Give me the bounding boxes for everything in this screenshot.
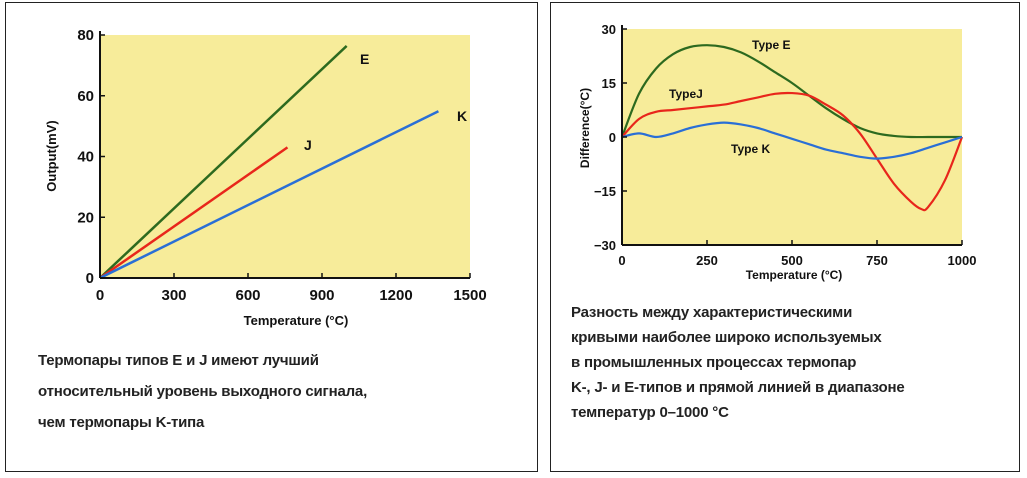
series-label-type-k: Type K <box>731 142 770 156</box>
x-tick-label: 600 <box>235 287 260 304</box>
x-tick-label: 750 <box>866 253 888 268</box>
caption-line: Термопары типов E и J имеют лучший <box>38 352 319 369</box>
x-tick-label: 500 <box>781 253 803 268</box>
series-line-j <box>99 146 289 280</box>
series-label-j: J <box>304 137 312 153</box>
series-line-type-e <box>620 44 962 139</box>
caption-line: температур 0–1000 °C <box>571 404 729 421</box>
series-line-e <box>99 45 348 279</box>
x-tick-label: 250 <box>696 253 718 268</box>
x-tick-label: 300 <box>161 287 186 304</box>
series-line-k <box>99 110 439 280</box>
series-group <box>620 44 964 212</box>
y-tick-label: 0 <box>609 130 616 145</box>
plot-area <box>100 35 470 278</box>
series-label-k: K <box>457 108 467 124</box>
y-tick-label: −15 <box>594 184 616 199</box>
y-tick-label: 30 <box>602 22 616 37</box>
x-tick-label: 1500 <box>453 287 486 304</box>
axes-group: 0 300 600 900 1200 1500 0 20 40 60 80 <box>77 27 486 304</box>
series-group <box>99 45 439 280</box>
y-tick-label: −30 <box>594 238 616 253</box>
series-label-type-e: Type E <box>752 38 790 52</box>
caption-line: Разность между характеристическими <box>571 304 853 321</box>
y-tick-label: 15 <box>602 76 616 91</box>
series-line-type-k <box>621 121 963 160</box>
caption-line: кривыми наиболее широко используемых <box>571 329 882 346</box>
y-tick-label: 80 <box>77 27 94 44</box>
y-axis-label: Output(mV) <box>44 120 59 191</box>
left-caption: Термопары типов E и J имеют лучший относ… <box>38 345 367 438</box>
series-line-typej <box>621 91 964 212</box>
x-axis-label: Temperature (°C) <box>746 268 843 282</box>
caption-line: K-, J- и E-типов и прямой линией в диапа… <box>571 379 905 396</box>
caption-line: чем термопары K-типа <box>38 414 205 431</box>
series-label-e: E <box>360 51 369 67</box>
x-tick-label: 1000 <box>948 253 977 268</box>
left-chart-panel: 0 300 600 900 1200 1500 0 20 40 60 80 E J K Temper… <box>5 2 538 472</box>
output-voltage-chart: 0 300 600 900 1200 1500 0 20 40 60 80 E J K Temper… <box>44 27 487 328</box>
x-tick-label: 900 <box>309 287 334 304</box>
y-tick-label: 60 <box>77 88 94 105</box>
y-tick-label: 0 <box>86 270 94 287</box>
x-tick-label: 0 <box>96 287 104 304</box>
series-label-type-j: TypeJ <box>669 87 703 101</box>
y-axis-label: Difference(°C) <box>578 88 592 168</box>
x-tick-label: 0 <box>618 253 625 268</box>
y-tick-label: 20 <box>77 209 94 226</box>
difference-chart: 0 250 500 750 1000 30 15 0 −15 −30 Type E TypeJ T… <box>578 22 977 282</box>
axes-group: 0 250 500 750 1000 30 15 0 −15 −30 <box>594 22 977 268</box>
right-chart-panel: 0 250 500 750 1000 30 15 0 −15 −30 Type E TypeJ T… <box>550 2 1020 472</box>
right-caption: Разность между характеристическими кривы… <box>571 300 905 425</box>
y-tick-label: 40 <box>77 149 94 166</box>
x-tick-label: 1200 <box>379 287 412 304</box>
caption-line: в промышленных процессах термопар <box>571 354 857 371</box>
caption-line: относительный уровень выходного сигнала, <box>38 383 368 400</box>
x-axis-label: Temperature (°C) <box>244 313 349 328</box>
